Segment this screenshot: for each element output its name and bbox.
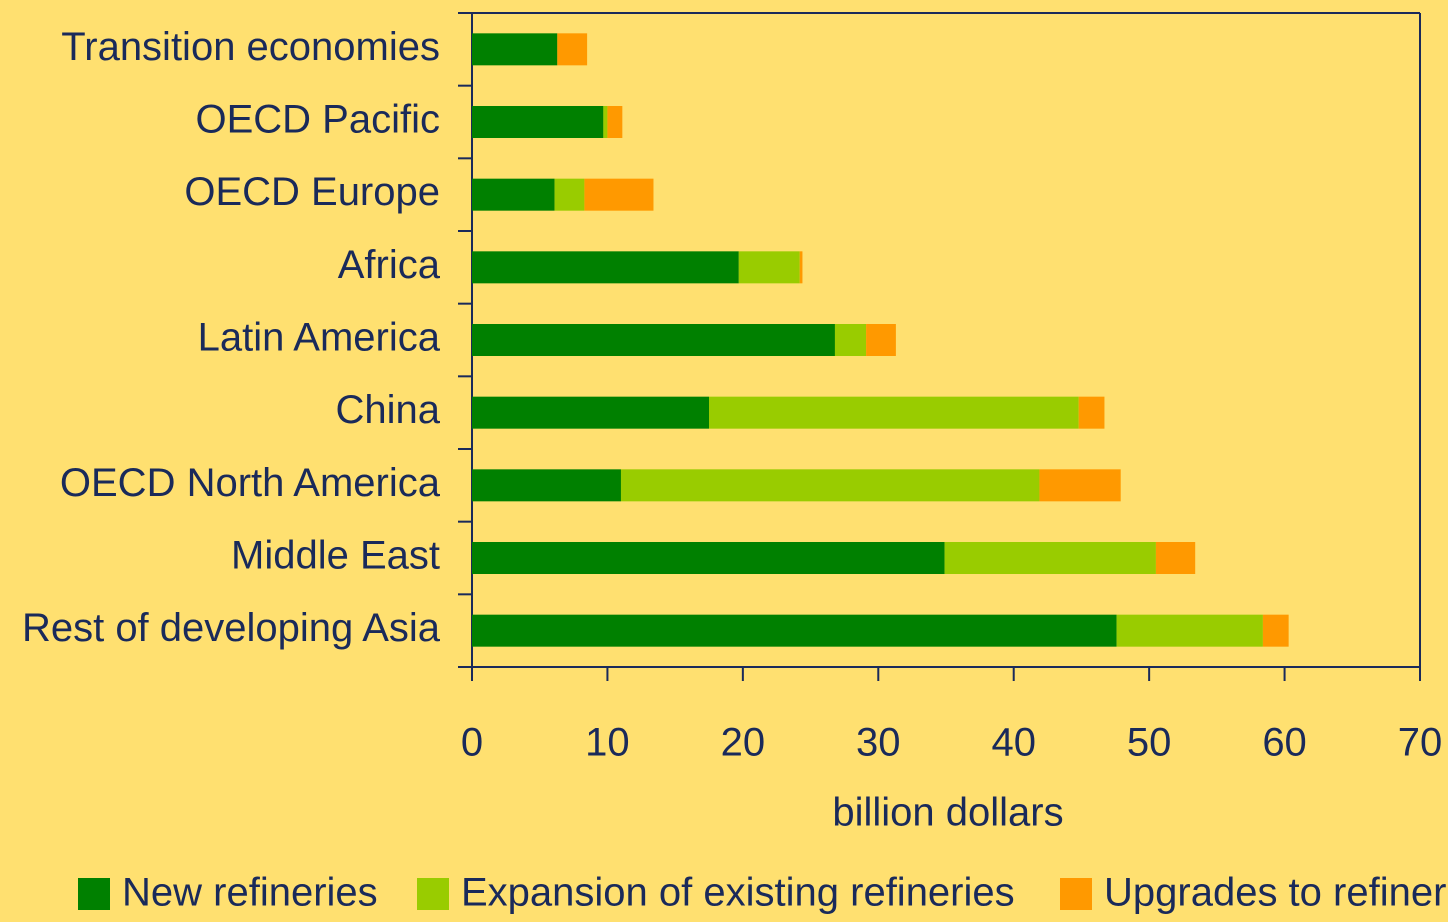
bar-segment <box>557 33 588 66</box>
bar-segment <box>799 251 803 284</box>
legend-swatch <box>417 878 449 910</box>
bar-segment <box>1039 469 1121 502</box>
bar-segment <box>472 324 835 356</box>
bar-segment <box>472 251 739 284</box>
x-tick-label: 50 <box>1127 721 1172 765</box>
bar-segment <box>834 324 867 356</box>
x-tick-label: 20 <box>721 721 766 765</box>
legend-label: Upgrades to refineries <box>1104 871 1448 915</box>
y-tick-label: Middle East <box>231 534 440 578</box>
bar-segment <box>472 614 1117 647</box>
bar-segment <box>709 396 1079 429</box>
y-tick-label: OECD Europe <box>184 170 440 214</box>
bar-segment <box>1078 396 1105 429</box>
bar-segment <box>472 469 621 502</box>
bar-segment <box>584 178 654 211</box>
y-tick-label: Rest of developing Asia <box>22 606 441 650</box>
y-tick-label: Africa <box>338 243 441 287</box>
bar-segment <box>944 542 1156 574</box>
legend-label: New refineries <box>122 871 378 915</box>
x-tick-label: 30 <box>856 721 901 765</box>
y-tick-label: Transition economies <box>61 25 440 69</box>
legend-swatch <box>78 878 110 910</box>
bar-segment <box>1116 614 1263 647</box>
y-tick-label: Latin America <box>198 316 441 360</box>
x-tick-label: 40 <box>991 721 1036 765</box>
bar-segment <box>554 178 585 211</box>
bar-segment <box>738 251 800 284</box>
x-tick-label: 10 <box>585 721 630 765</box>
bar-segment <box>472 178 555 211</box>
legend-label: Expansion of existing refineries <box>461 871 1015 915</box>
bar-segment <box>472 542 945 574</box>
bar-segment <box>1155 542 1196 574</box>
bar-segment <box>603 106 608 138</box>
bar-segment <box>607 106 623 138</box>
x-axis-label: billion dollars <box>832 791 1063 835</box>
bar-segment <box>866 324 896 356</box>
legend-swatch <box>1060 878 1092 910</box>
x-tick-label: 60 <box>1262 721 1307 765</box>
x-tick-label: 0 <box>461 721 483 765</box>
bar-segment <box>472 396 709 429</box>
x-tick-label: 70 <box>1398 721 1443 765</box>
bar-segment <box>620 469 1040 502</box>
y-tick-label: OECD Pacific <box>196 98 441 142</box>
y-tick-label: China <box>335 388 440 432</box>
y-tick-label: OECD North America <box>60 461 441 505</box>
bar-segment <box>1262 614 1289 647</box>
bar-segment <box>472 106 604 138</box>
bar-segment <box>472 33 558 66</box>
